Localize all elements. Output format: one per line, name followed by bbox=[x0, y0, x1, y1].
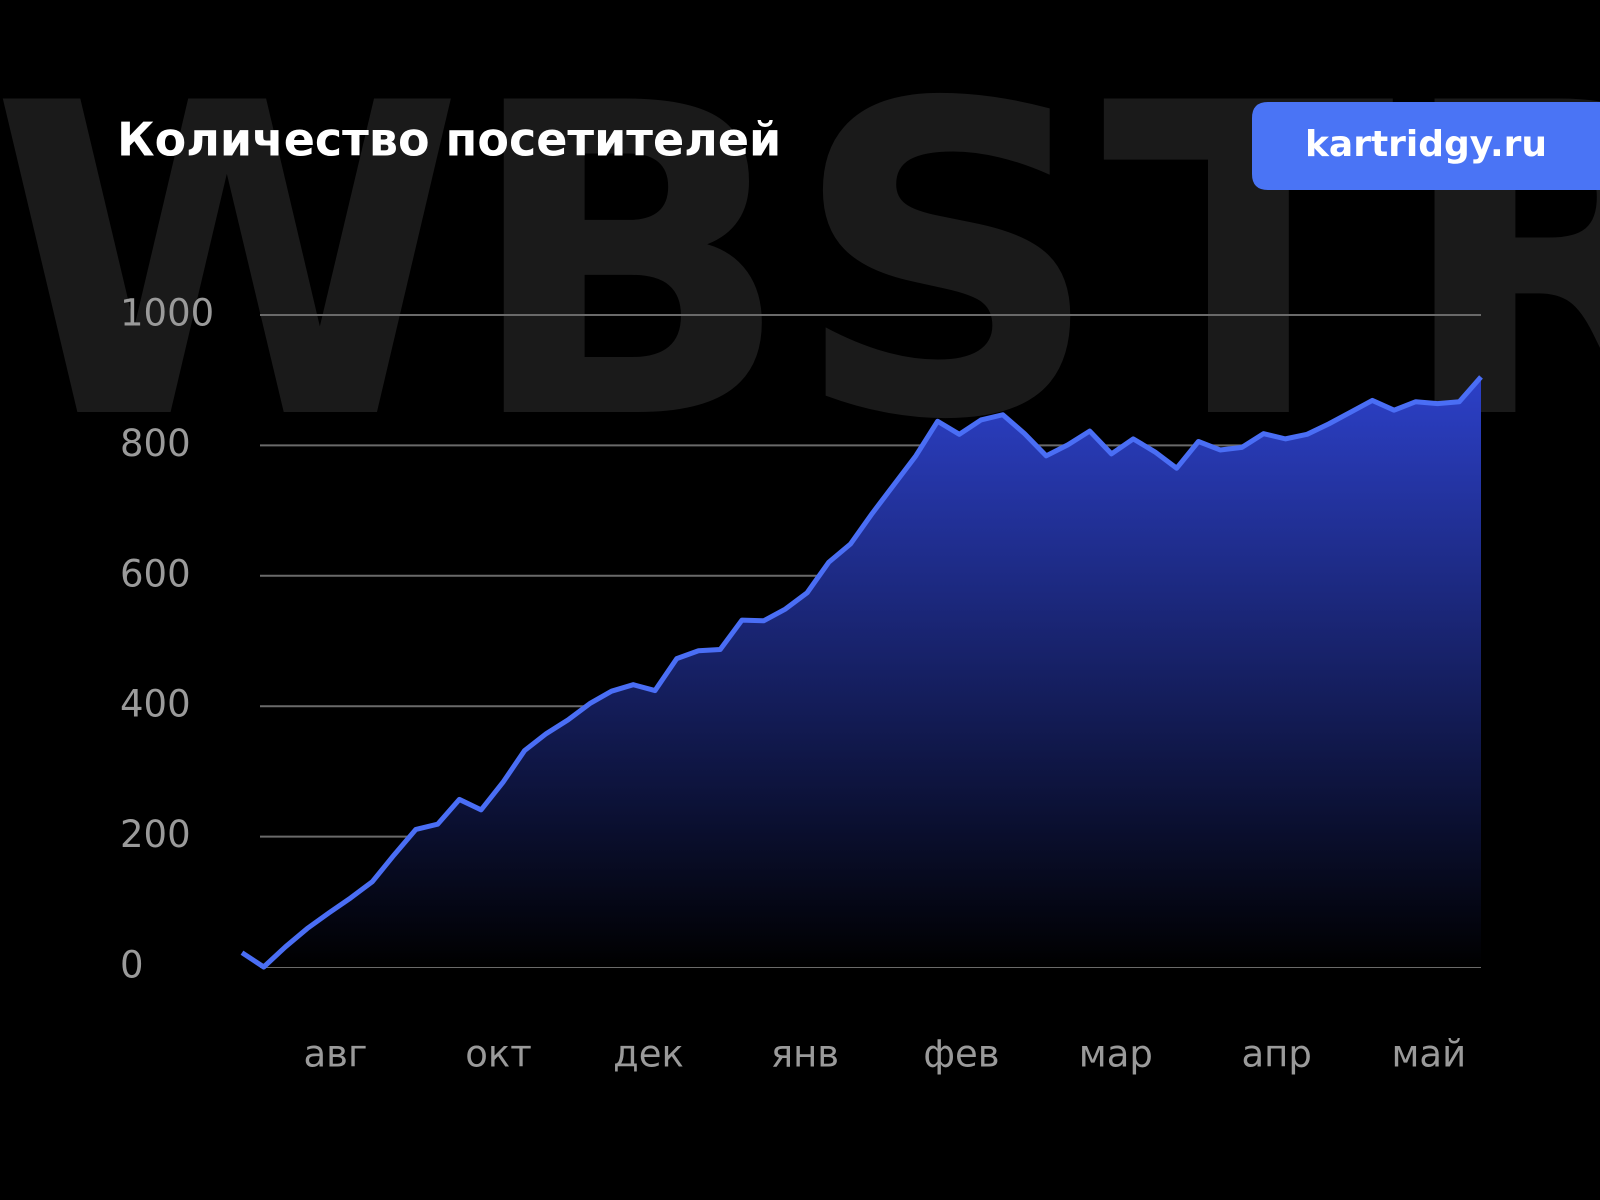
area-fill bbox=[242, 376, 1481, 967]
plot: 0 200 400 600 800 1000 авг окт дек янв фев мар апр ма… bbox=[120, 292, 1483, 1076]
y-tick-label: 800 bbox=[120, 422, 191, 465]
badge: kartridgy.ru bbox=[1305, 124, 1547, 165]
x-tick-label: май bbox=[1392, 1033, 1467, 1076]
x-tick-label: авг bbox=[304, 1033, 368, 1076]
x-tick-label: мар bbox=[1079, 1033, 1153, 1076]
badge-bg bbox=[1252, 102, 1600, 190]
y-tick-label: 0 bbox=[120, 944, 144, 987]
line bbox=[240, 375, 1483, 970]
x-tick-label: апр bbox=[1241, 1033, 1311, 1076]
x-tick-label: фев bbox=[923, 1033, 999, 1076]
x-tick-label: янв bbox=[771, 1033, 839, 1076]
y-tick-label: 400 bbox=[120, 683, 191, 726]
x-tick-label: дек bbox=[613, 1033, 684, 1076]
x-tick-label: окт bbox=[465, 1033, 532, 1076]
y-tick-label: 1000 bbox=[120, 292, 214, 335]
y-tick-label: 200 bbox=[120, 813, 191, 856]
y-tick-label: 600 bbox=[120, 552, 191, 595]
chart-title: Количество посетителей bbox=[117, 113, 781, 167]
